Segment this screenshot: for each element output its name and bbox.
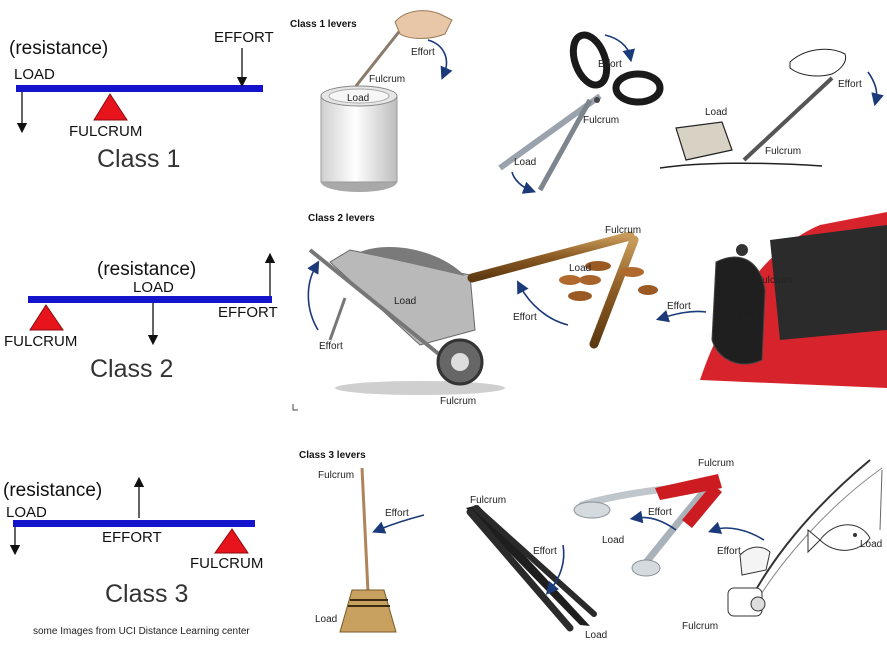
class3-fulcrum-rod-label: Fulcrum (682, 621, 719, 632)
class2-fulcrum-label: FULCRUM (4, 333, 78, 350)
class1-effort-hand-label: Effort (411, 47, 435, 58)
corner-mark (292, 404, 298, 411)
class1-load-scissors-label: Load (514, 157, 537, 168)
class3-title: Class 3 (105, 580, 189, 608)
class1-effort-label: EFFORT (214, 29, 274, 46)
class1-effort-bar-label: Effort (838, 79, 862, 90)
class3-photos-title: Class 3 levers (299, 450, 366, 461)
class1-beam (16, 85, 263, 92)
class1-load-can-label: Load (347, 93, 370, 104)
class2-effort-barrow-label: Effort (319, 341, 343, 352)
class2-load-barrow-label: Load (394, 296, 417, 307)
class1-fulcrum-triangle (93, 93, 128, 121)
class3-fulcrum-broom-label: Fulcrum (318, 470, 355, 481)
class2-fulcrum-door-label: Fulcrum (756, 275, 793, 286)
wheelbarrow-illustration (307, 246, 505, 395)
class1-title: Class 1 (97, 145, 181, 173)
class1-fulcrum-scissors-label: Fulcrum (583, 115, 620, 126)
class2-beam (28, 296, 272, 303)
class3-fulcrum-tongs-label: Fulcrum (698, 458, 735, 469)
class2-photos-title: Class 2 levers (308, 213, 375, 224)
class1-resistance-label: (resistance) (9, 38, 109, 59)
class2-effort-label: EFFORT (218, 304, 278, 321)
class3-effort-tongs-label: Effort (648, 507, 672, 518)
class3-effort-rod-label: Effort (717, 546, 741, 557)
scissors-illustration (498, 31, 664, 194)
class3-load-tweezers-label: Load (585, 630, 608, 641)
tongs-illustration (573, 474, 722, 577)
class2-title: Class 2 (90, 355, 174, 383)
class1-effort-scissors-label: Effort (598, 59, 622, 70)
class2-effort-door-label: Effort (667, 301, 691, 312)
class3-effort-tweezers-label: Effort (533, 546, 557, 557)
nutcracker-illustration (467, 231, 658, 349)
class3-resistance-label: (resistance) (3, 480, 103, 501)
class2-fulcrum-barrow-label: Fulcrum (440, 396, 477, 407)
fishing-rod-illustration (707, 459, 883, 617)
class2-load-door-label: Load (736, 313, 759, 324)
class3-beam (13, 520, 255, 527)
car-door-illustration (655, 212, 887, 388)
class2-fulcrum-triangle (29, 304, 64, 331)
class3-effort-broom-label: Effort (385, 508, 409, 519)
class1-fulcrum-bar-label: Fulcrum (765, 146, 802, 157)
class3-fulcrum-label: FULCRUM (190, 555, 264, 572)
class2-resistance-label: (resistance) (97, 259, 197, 280)
class2-load-label: LOAD (133, 279, 174, 296)
class2-fulcrum-cracker-label: Fulcrum (605, 225, 642, 236)
class3-effort-label: EFFORT (102, 529, 162, 546)
class3-load-rod-label: Load (860, 539, 883, 550)
class3-load-tongs-label: Load (602, 535, 625, 546)
tweezers-illustration (466, 505, 597, 632)
class3-fulcrum-tweezers-label: Fulcrum (470, 495, 507, 506)
class3-load-broom-label: Load (315, 614, 338, 625)
paint-can-illustration (320, 10, 453, 192)
class1-fulcrum-can-label: Fulcrum (369, 74, 406, 85)
class3-load-label: LOAD (6, 504, 47, 521)
broom-illustration (339, 467, 425, 633)
class1-load-bar-label: Load (705, 107, 728, 118)
class2-load-cracker-label: Load (569, 263, 592, 274)
class3-fulcrum-triangle (214, 528, 249, 554)
crowbar-illustration (659, 48, 884, 169)
class2-effort-cracker-label: Effort (513, 312, 537, 323)
class1-load-label: LOAD (14, 66, 55, 83)
image-credit: some Images from UCI Distance Learning c… (33, 626, 250, 637)
class1-fulcrum-label: FULCRUM (69, 123, 143, 140)
class1-photos-title: Class 1 levers (290, 19, 357, 30)
